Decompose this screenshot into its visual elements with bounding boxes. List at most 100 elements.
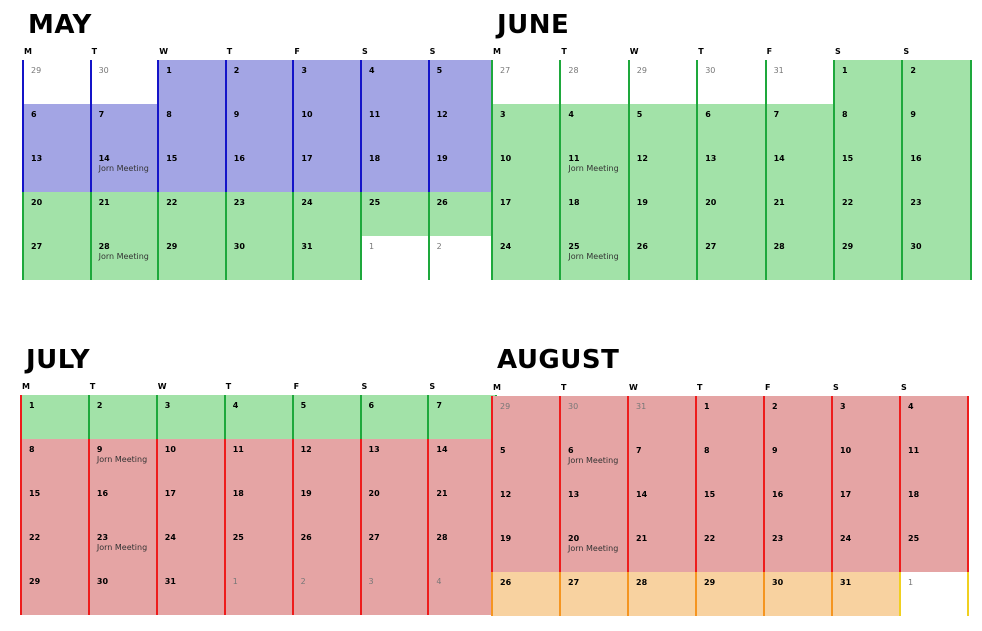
day-cell[interactable]: 24: [155, 527, 225, 571]
day-cell[interactable]: 2: [763, 396, 832, 440]
day-cell[interactable]: 30: [696, 60, 766, 104]
day-cell[interactable]: 29: [833, 236, 902, 280]
day-cell[interactable]: 18: [559, 192, 629, 236]
event-label[interactable]: Jorn Meeting: [98, 164, 149, 173]
day-cell[interactable]: 28: [627, 572, 696, 616]
day-cell[interactable]: 18: [360, 148, 429, 192]
day-cell[interactable]: 22: [20, 527, 89, 571]
day-cell[interactable]: 23 Jorn Meeting: [87, 527, 157, 571]
day-cell[interactable]: 1: [833, 60, 902, 104]
day-cell[interactable]: 13: [22, 148, 91, 192]
day-cell[interactable]: 17: [491, 192, 560, 236]
day-cell[interactable]: 8: [833, 104, 902, 148]
day-cell[interactable]: 6 Jorn Meeting: [559, 440, 628, 484]
day-cell[interactable]: 1: [223, 571, 293, 615]
day-cell[interactable]: 11 Jorn Meeting: [559, 148, 629, 192]
day-cell[interactable]: 22: [695, 528, 764, 572]
day-cell[interactable]: 21: [89, 192, 158, 236]
day-cell[interactable]: 29: [157, 236, 226, 280]
day-cell[interactable]: 12: [491, 484, 560, 528]
day-cell[interactable]: 24: [831, 528, 900, 572]
day-cell[interactable]: 27: [696, 236, 766, 280]
day-cell[interactable]: 19: [427, 148, 496, 192]
day-cell[interactable]: 27: [22, 236, 91, 280]
day-cell[interactable]: 7: [764, 104, 834, 148]
day-cell[interactable]: 24: [491, 236, 560, 280]
day-cell[interactable]: 1: [20, 395, 89, 439]
day-cell[interactable]: 2: [224, 60, 293, 104]
day-cell[interactable]: 15: [157, 148, 226, 192]
day-cell[interactable]: 11: [223, 439, 293, 483]
day-cell[interactable]: 6: [359, 395, 428, 439]
event-label[interactable]: Jorn Meeting: [568, 456, 619, 465]
day-cell[interactable]: 12: [291, 439, 360, 483]
day-cell[interactable]: 3: [155, 395, 225, 439]
day-cell[interactable]: 26: [427, 192, 496, 236]
day-cell[interactable]: 16: [87, 483, 157, 527]
day-cell[interactable]: 28: [559, 60, 629, 104]
day-cell[interactable]: 10: [155, 439, 225, 483]
day-cell[interactable]: 29: [695, 572, 764, 616]
day-cell[interactable]: 25: [223, 527, 293, 571]
day-cell[interactable]: 25 Jorn Meeting: [559, 236, 629, 280]
day-cell[interactable]: 29: [20, 571, 89, 615]
day-cell[interactable]: 28: [764, 236, 834, 280]
day-cell[interactable]: 31: [764, 60, 834, 104]
day-cell[interactable]: 11: [360, 104, 429, 148]
event-label[interactable]: Jorn Meeting: [96, 543, 148, 552]
day-cell[interactable]: 17: [155, 483, 225, 527]
day-cell[interactable]: 10: [292, 104, 361, 148]
day-cell[interactable]: 27: [491, 60, 560, 104]
day-cell[interactable]: 1: [360, 236, 429, 280]
day-cell[interactable]: 18: [899, 484, 968, 528]
day-cell[interactable]: 10: [491, 148, 560, 192]
day-cell[interactable]: 3: [292, 60, 361, 104]
day-cell[interactable]: 16: [901, 148, 971, 192]
day-cell[interactable]: 29: [22, 60, 91, 104]
day-cell[interactable]: 15: [695, 484, 764, 528]
day-cell[interactable]: 9 Jorn Meeting: [87, 439, 157, 483]
day-cell[interactable]: 8: [695, 440, 764, 484]
event-label[interactable]: Jorn Meeting: [96, 455, 148, 464]
day-cell[interactable]: 29: [491, 396, 560, 440]
day-cell[interactable]: 7: [89, 104, 158, 148]
day-cell[interactable]: 13: [696, 148, 766, 192]
day-cell[interactable]: 27: [359, 527, 428, 571]
day-cell[interactable]: 15: [20, 483, 89, 527]
day-cell[interactable]: 4: [427, 571, 496, 615]
day-cell[interactable]: 3: [831, 396, 900, 440]
day-cell[interactable]: 8: [20, 439, 89, 483]
day-cell[interactable]: 14: [427, 439, 496, 483]
day-cell[interactable]: 12: [427, 104, 496, 148]
day-cell[interactable]: 13: [359, 439, 428, 483]
day-cell[interactable]: 30: [763, 572, 832, 616]
day-cell[interactable]: 1: [695, 396, 764, 440]
day-cell[interactable]: 28 Jorn Meeting: [89, 236, 158, 280]
day-cell[interactable]: 3: [491, 104, 560, 148]
day-cell[interactable]: 25: [899, 528, 968, 572]
day-cell[interactable]: 19: [491, 528, 560, 572]
day-cell[interactable]: 30: [87, 571, 157, 615]
event-label[interactable]: Jorn Meeting: [98, 252, 149, 261]
day-cell[interactable]: 30: [89, 60, 158, 104]
day-cell[interactable]: 21: [764, 192, 834, 236]
day-cell[interactable]: 30: [224, 236, 293, 280]
day-cell[interactable]: 5: [627, 104, 697, 148]
day-cell[interactable]: 26: [627, 236, 697, 280]
event-label[interactable]: Jorn Meeting: [568, 252, 619, 261]
day-cell[interactable]: 5: [491, 440, 560, 484]
day-cell[interactable]: 20: [696, 192, 766, 236]
day-cell[interactable]: 21: [427, 483, 496, 527]
day-cell[interactable]: 13: [559, 484, 628, 528]
day-cell[interactable]: 11: [899, 440, 968, 484]
day-cell[interactable]: 16: [763, 484, 832, 528]
day-cell[interactable]: 30: [559, 396, 628, 440]
day-cell[interactable]: 4: [360, 60, 429, 104]
day-cell[interactable]: 20: [359, 483, 428, 527]
day-cell[interactable]: 7: [627, 440, 696, 484]
day-cell[interactable]: 31: [627, 396, 696, 440]
day-cell[interactable]: 30: [901, 236, 971, 280]
day-cell[interactable]: 20: [22, 192, 91, 236]
day-cell[interactable]: 4: [559, 104, 629, 148]
day-cell[interactable]: 1: [899, 572, 968, 616]
